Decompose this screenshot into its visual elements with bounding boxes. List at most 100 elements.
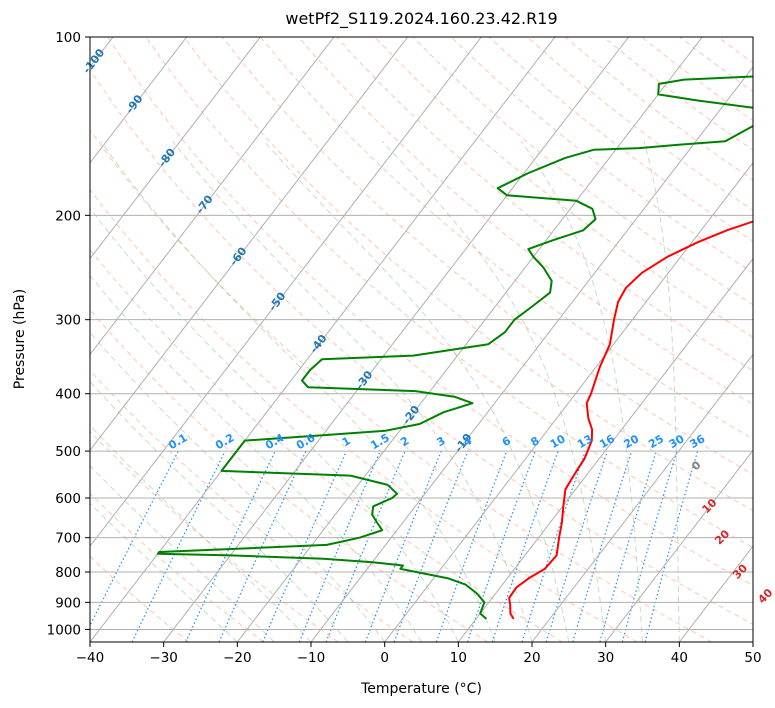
isotherm-label: -80 (156, 146, 179, 170)
y-tick-label: 1000 (47, 622, 81, 638)
dry-adiabat-line (679, 37, 753, 93)
moist-adiabat-line (100, 141, 496, 642)
isotherm-line (90, 37, 482, 547)
mixing-ratio-label: 3 (434, 434, 447, 449)
moist-adiabat-line (520, 141, 643, 642)
mixing-ratio-label: 36 (687, 432, 707, 451)
dry-adiabat-line (717, 37, 753, 64)
dry-adiabat-line (90, 248, 563, 642)
temperature-line (508, 220, 753, 620)
label-layer: -100-90-80-70-60-50-40-30-20-100.1 0.2 0.4… (80, 46, 775, 606)
dry-adiabat-line (90, 555, 190, 642)
y-tick-label: 300 (55, 313, 81, 329)
mixing-ratio-line (644, 450, 699, 642)
mixing-ratio-label: 30 (667, 432, 687, 451)
chart-title: wetPf2_S119.2024.160.23.42.R19 (285, 9, 558, 28)
isotherm-line (236, 37, 703, 642)
isotherm-line (90, 37, 409, 452)
x-tick-label: 50 (744, 650, 761, 666)
x-tick-label: 0 (380, 650, 389, 666)
moist-adiabat-label: 10 (700, 496, 720, 516)
y-tick-label: 500 (55, 444, 81, 460)
dry-adiabat-line (90, 128, 712, 642)
y-tick-label: 700 (55, 531, 81, 547)
dry-adiabat-line (90, 492, 264, 642)
dry-adiabat-line (374, 37, 753, 338)
dry-adiabat-line (183, 37, 753, 512)
isotherm-label: -40 (307, 332, 330, 356)
mixing-ratio-label: 10 (548, 432, 568, 451)
dry-adiabat-line (90, 309, 488, 642)
isotherm-line (90, 37, 261, 260)
moist-adiabat-line (90, 502, 238, 642)
isotherm-line (384, 161, 753, 642)
isotherm-label: -70 (193, 192, 216, 216)
dry-adiabat-line (259, 37, 753, 440)
mixing-ratio-line (325, 450, 406, 642)
isotherm-line (752, 641, 753, 642)
mixing-ratio-label: 0.2 (213, 431, 236, 452)
y-tick-label: 200 (55, 208, 81, 224)
x-tick-label: −40 (76, 650, 105, 666)
mixing-ratio-label: 20 (622, 432, 642, 451)
x-tick-label: −20 (223, 650, 252, 666)
y-tick-label: 100 (55, 30, 81, 46)
moist-adiabat-label: 30 (730, 561, 750, 581)
isotherm-label: -60 (227, 244, 250, 268)
data-layer (156, 75, 753, 620)
x-tick-label: 20 (523, 650, 540, 666)
x-axis-title: Temperature (°C) (360, 681, 482, 697)
mixing-ratio-line (131, 450, 226, 642)
mixing-ratio-label: 2 (398, 434, 411, 449)
mixing-ratio-line (621, 450, 678, 642)
isotherm-line (457, 257, 753, 642)
moist-adiabat-line (90, 465, 275, 642)
mixing-ratio-label: 1.5 (368, 431, 391, 452)
mixing-ratio-line (572, 450, 633, 642)
x-tick-label: 10 (450, 650, 467, 666)
x-tick-label: 40 (671, 650, 688, 666)
mixing-ratio-line (521, 450, 586, 642)
mixing-ratio-label: 1 (340, 434, 353, 449)
dewpoint-line (156, 75, 753, 620)
dry-adiabat-line (641, 37, 753, 122)
isotherm-label: -50 (266, 289, 289, 313)
isotherm-line (90, 37, 188, 164)
moist-adiabat-line (643, 141, 680, 642)
isotherm-line (163, 37, 630, 642)
mixing-ratio-label: 25 (646, 432, 666, 451)
mixing-ratio-line (435, 450, 508, 642)
mixing-ratio-line (298, 450, 381, 642)
dry-adiabat-line (450, 37, 753, 274)
dry-adiabat-line (90, 369, 414, 642)
moist-adiabat-line (172, 140, 533, 642)
dry-adiabat-line (336, 37, 753, 372)
mixing-ratio-label: 0.4 (263, 431, 287, 452)
moist-adiabat-label: 40 (755, 586, 775, 606)
grid-layer (90, 37, 775, 642)
mixing-ratio-label: 16 (597, 432, 617, 451)
isotherm-line (310, 66, 753, 642)
axis-layer: −40 −30 −20 −10 0 10 20 30 40 50 100 200 300 400 500 60… (47, 30, 762, 666)
isotherm-line (90, 37, 556, 642)
y-tick-label: 400 (55, 387, 81, 403)
isotherm-label: -100 (80, 46, 107, 76)
moist-adiabat-label: 20 (712, 527, 732, 547)
mixing-ratio-line (90, 450, 179, 627)
isotherm-line (605, 449, 753, 642)
isotherm-line (90, 37, 335, 356)
y-tick-label: 600 (55, 491, 81, 507)
x-tick-label: −10 (297, 650, 326, 666)
dry-adiabat-line (412, 37, 753, 306)
mixing-ratio-line (393, 450, 469, 642)
mixing-ratio-line (491, 450, 559, 642)
dry-adiabat-line (526, 37, 753, 211)
mixing-ratio-label: 8 (528, 434, 541, 449)
mixing-ratio-label: 0.1 (166, 431, 189, 452)
dry-adiabat-line (145, 37, 753, 549)
isotherm-line (531, 353, 753, 642)
dry-adiabat-line (756, 37, 775, 642)
x-tick-label: −30 (149, 650, 178, 666)
plot-frame (89, 36, 754, 643)
